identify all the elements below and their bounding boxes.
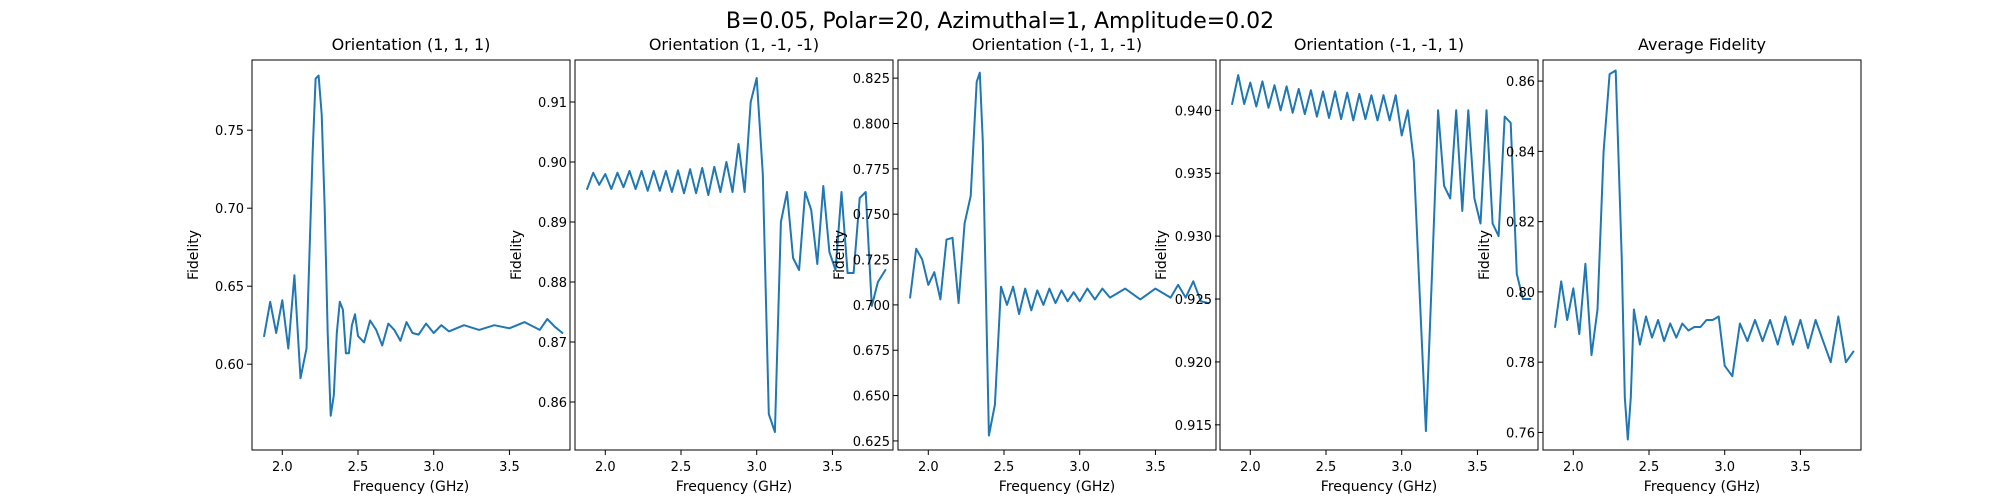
y-tick-label: 0.800 <box>853 117 890 132</box>
y-tick-label: 0.90 <box>538 156 567 171</box>
series-line <box>909 71 1210 437</box>
y-tick-label: 0.750 <box>853 208 890 223</box>
y-tick-label: 0.86 <box>538 396 567 411</box>
y-tick-label: 0.775 <box>853 163 890 178</box>
y-tick-label: 0.84 <box>1506 145 1535 160</box>
x-axis-label: Frequency (GHz) <box>999 479 1115 495</box>
x-axis-label: Frequency (GHz) <box>353 479 469 495</box>
y-tick-label: 0.625 <box>853 435 890 450</box>
y-tick-label: 0.91 <box>538 96 567 111</box>
y-tick-label: 0.88 <box>538 276 567 291</box>
y-axis-label: Fidelity <box>1154 230 1170 280</box>
y-tick-label: 0.915 <box>1175 419 1212 434</box>
series-line <box>1231 74 1532 433</box>
chart-title: Orientation (-1, -1, 1) <box>1294 35 1464 54</box>
x-axis-label: Frequency (GHz) <box>676 479 792 495</box>
series-line <box>263 74 564 417</box>
chart-panel: Average Fidelity 2.0 2.5 3.0 3.5 0.76 0.78 0.80… <box>1477 35 1862 495</box>
x-tick-label: 3.0 <box>1714 460 1735 475</box>
y-tick-label: 0.930 <box>1175 230 1212 245</box>
y-tick-label: 0.825 <box>853 72 890 87</box>
y-tick-label: 0.70 <box>215 202 244 217</box>
x-tick-label: 3.5 <box>1145 460 1166 475</box>
y-tick-label: 0.725 <box>853 254 890 269</box>
y-tick-label: 0.82 <box>1506 216 1535 231</box>
x-tick-label: 3.5 <box>1467 460 1488 475</box>
chart-title: Orientation (1, 1, 1) <box>332 35 491 54</box>
y-tick-label: 0.650 <box>853 390 890 405</box>
y-tick-label: 0.935 <box>1175 167 1212 182</box>
chart-title: Average Fidelity <box>1638 35 1766 54</box>
plot-frame <box>897 59 1217 451</box>
y-tick-label: 0.87 <box>538 336 567 351</box>
x-tick-label: 3.5 <box>822 460 843 475</box>
y-tick-label: 0.60 <box>215 358 244 373</box>
y-tick-label: 0.925 <box>1175 293 1212 308</box>
y-tick-label: 0.675 <box>853 344 890 359</box>
x-tick-label: 2.0 <box>1240 460 1261 475</box>
y-axis-label: Fidelity <box>832 230 848 280</box>
y-tick-label: 0.700 <box>853 299 890 314</box>
y-tick-label: 0.75 <box>215 124 244 139</box>
chart-panel: Orientation (1, 1, 1) 2.0 2.5 3.0 3.5 0.60 0.6… <box>186 35 571 495</box>
x-tick-label: 2.0 <box>272 460 293 475</box>
x-tick-label: 2.5 <box>1316 460 1337 475</box>
y-tick-label: 0.920 <box>1175 356 1212 371</box>
x-axis-label: Frequency (GHz) <box>1321 479 1437 495</box>
chart-panel: Orientation (-1, 1, -1) 2.0 2.5 3.0 3.5 0.625… <box>832 35 1217 495</box>
plot-frame <box>1542 59 1862 451</box>
y-tick-label: 0.78 <box>1506 356 1535 371</box>
y-tick-label: 0.86 <box>1506 75 1535 90</box>
plot-frame <box>251 59 571 451</box>
x-tick-label: 2.5 <box>994 460 1015 475</box>
x-tick-label: 3.0 <box>1391 460 1412 475</box>
x-tick-label: 2.0 <box>595 460 616 475</box>
chart-title: Orientation (1, -1, -1) <box>649 35 819 54</box>
chart-panel: Orientation (1, -1, -1) 2.0 2.5 3.0 3.5 0.86 0… <box>509 35 894 495</box>
x-tick-label: 3.0 <box>746 460 767 475</box>
x-tick-label: 2.5 <box>1639 460 1660 475</box>
y-tick-label: 0.76 <box>1506 426 1535 441</box>
series-line <box>1554 69 1855 441</box>
x-tick-label: 2.5 <box>348 460 369 475</box>
y-tick-label: 0.940 <box>1175 104 1212 119</box>
x-tick-label: 2.5 <box>671 460 692 475</box>
chart-title: Orientation (-1, 1, -1) <box>972 35 1142 54</box>
plot-frame <box>1219 59 1539 451</box>
x-tick-label: 3.5 <box>499 460 520 475</box>
plot-frame <box>574 59 894 451</box>
x-tick-label: 2.0 <box>918 460 939 475</box>
y-tick-label: 0.80 <box>1506 286 1535 301</box>
series-line <box>586 77 887 433</box>
figure-suptitle: B=0.05, Polar=20, Azimuthal=1, Amplitude… <box>726 9 1274 34</box>
y-axis-label: Fidelity <box>186 230 202 280</box>
x-tick-label: 2.0 <box>1563 460 1584 475</box>
y-tick-label: 0.89 <box>538 216 567 231</box>
x-tick-label: 3.0 <box>423 460 444 475</box>
y-tick-label: 0.65 <box>215 280 244 295</box>
x-tick-label: 3.5 <box>1790 460 1811 475</box>
x-tick-label: 3.0 <box>1069 460 1090 475</box>
y-axis-label: Fidelity <box>1477 230 1493 280</box>
chart-panel: Orientation (-1, -1, 1) 2.0 2.5 3.0 3.5 0.915… <box>1154 35 1539 495</box>
x-axis-label: Frequency (GHz) <box>1644 479 1760 495</box>
y-axis-label: Fidelity <box>509 230 525 280</box>
